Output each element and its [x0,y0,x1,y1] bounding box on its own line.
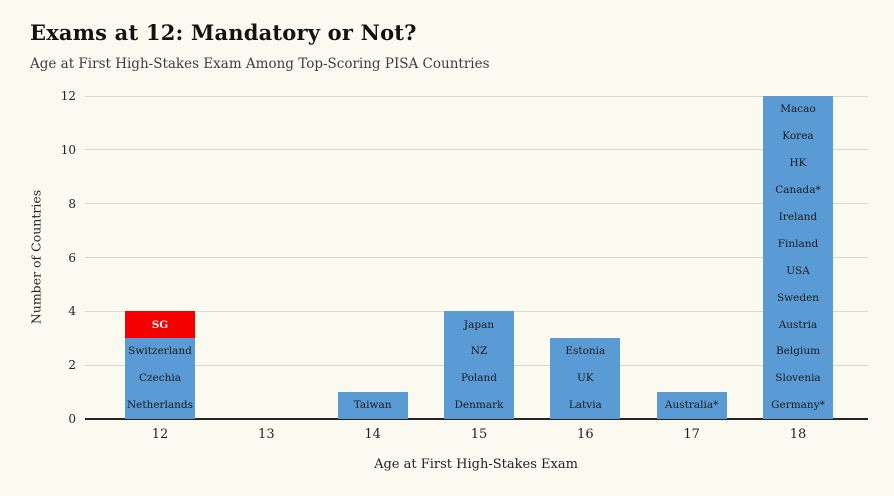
segment-label: Ireland [778,210,818,223]
y-tick-label: 12 [60,89,76,103]
gridline [85,95,868,97]
x-axis-title: Age at First High-Stakes Exam [374,457,578,472]
x-tick-label: 13 [258,427,275,442]
bar-segment-austria: Austria [763,311,833,339]
bar-age-12: Netherlands Czechia Switzerland SG [125,311,195,419]
bar-segment-finland: Finland [763,230,833,258]
bar-segment-nz: NZ [444,338,514,366]
bar-age-17: Australia* [656,392,727,419]
segment-label: Macao [780,103,816,116]
segment-label: Austria [778,318,818,331]
y-axis-ticks: 0 2 4 6 8 10 12 [0,90,76,425]
bar-age-16: Latvia UK Estonia [550,338,621,419]
gridline [85,149,868,151]
bar-segment-hk: HK [763,149,833,177]
chart-subtitle: Age at First High-Stakes Exam Among Top-… [30,56,490,72]
x-tick-label: 12 [151,427,169,442]
gridline [85,257,868,258]
segment-label: HK [789,156,807,169]
x-tick-label: 14 [364,427,381,442]
bar-segment-sweden: Sweden [763,284,833,312]
segment-label: Switzerland [128,345,192,358]
y-tick-label: 10 [60,142,76,157]
x-tick-label: 18 [789,427,807,442]
segment-label: USA [786,264,810,277]
bar-segment-germany: Germany* [763,392,833,419]
segment-label: SG [151,318,169,331]
y-tick-label: 4 [68,304,76,319]
bar-segment-denmark: Denmark [444,392,514,419]
segment-label: Slovenia [775,372,821,385]
x-tick-label: 16 [577,427,594,442]
bar-segment-australia: Australia* [656,392,727,419]
bar-segment-canada: Canada* [763,176,833,204]
segment-label: Estonia [565,345,606,358]
bar-segment-czechia: Czechia [125,365,195,393]
y-tick-label: 0 [68,412,76,426]
bar-segment-netherlands: Netherlands [125,392,195,419]
segment-label: Latvia [568,399,602,412]
segment-label: Finland [777,237,819,250]
bar-segment-poland: Poland [444,365,514,393]
bar-segment-sg: SG [125,311,195,339]
segment-label: Germany* [771,399,825,412]
segment-label: Korea [782,130,814,143]
segment-label: Denmark [454,399,504,412]
gridline [85,203,868,205]
bar-segment-ireland: Ireland [763,203,833,231]
bar-segment-uk: UK [550,365,621,393]
segment-label: Taiwan [353,399,392,412]
y-tick-label: 2 [68,358,76,373]
bar-segment-macao: Macao [763,95,833,123]
segment-label: Sweden [776,291,820,304]
bar-age-15: Denmark Poland NZ Japan [444,311,514,419]
segment-label: Czechia [138,372,182,385]
segment-label: Netherlands [126,399,194,412]
segment-label: Japan [463,318,495,331]
x-axis-line [85,418,868,420]
bar-segment-switzerland: Switzerland [125,338,195,366]
bar-segment-belgium: Belgium [763,338,833,366]
plot-area: Netherlands Czechia Switzerland SG Taiwan Den… [85,95,868,420]
bar-segment-japan: Japan [444,311,514,339]
segment-label: Poland [460,372,498,385]
bar-age-18: Germany* Slovenia Belgium Austria Sweden USA F… [763,95,833,419]
bar-segment-latvia: Latvia [550,392,621,419]
segment-label: Australia* [664,399,719,412]
bar-segment-slovenia: Slovenia [763,365,833,393]
segment-label: Canada* [775,183,821,196]
chart-title: Exams at 12: Mandatory or Not? [30,20,417,45]
y-tick-label: 6 [68,250,76,265]
x-tick-label: 15 [470,427,488,442]
bar-segment-korea: Korea [763,122,833,150]
segment-label: NZ [470,345,488,358]
x-tick-label: 17 [683,427,700,442]
segment-label: UK [576,372,594,385]
bar-age-14: Taiwan [337,392,408,419]
y-tick-label: 8 [68,196,76,211]
bar-segment-usa: USA [763,257,833,285]
segment-label: Belgium [775,345,821,358]
bar-segment-taiwan: Taiwan [337,392,408,419]
bar-segment-estonia: Estonia [550,338,621,366]
